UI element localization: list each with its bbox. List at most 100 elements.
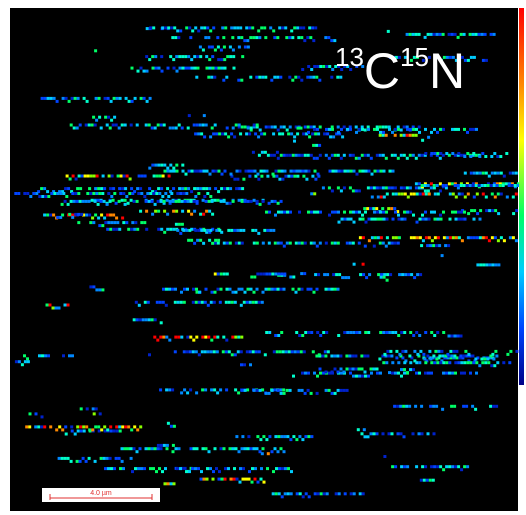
pixel xyxy=(419,218,422,221)
pixel xyxy=(430,152,433,155)
pixel xyxy=(391,154,394,157)
pixel xyxy=(205,200,208,203)
pixel xyxy=(290,470,293,473)
pixel xyxy=(226,55,229,58)
pixel xyxy=(463,155,466,158)
pixel xyxy=(488,209,491,212)
pixel xyxy=(462,405,465,408)
pixel xyxy=(85,214,88,217)
pixel xyxy=(112,187,115,190)
pixel xyxy=(205,55,208,58)
pixel xyxy=(303,39,306,42)
pixel xyxy=(215,170,218,173)
pixel xyxy=(239,132,242,135)
pixel xyxy=(433,361,436,364)
pixel xyxy=(157,210,160,213)
pixel xyxy=(164,26,167,29)
pixel xyxy=(253,291,256,294)
pixel xyxy=(82,200,85,203)
pixel xyxy=(199,124,202,127)
pixel xyxy=(92,407,95,410)
pixel xyxy=(149,97,152,100)
pixel xyxy=(245,26,248,29)
pixel xyxy=(61,203,64,206)
pixel xyxy=(347,170,350,173)
pixel xyxy=(208,46,211,49)
pixel xyxy=(469,128,472,131)
pixel xyxy=(415,182,418,185)
pixel xyxy=(260,175,263,178)
pixel xyxy=(110,195,113,198)
pixel xyxy=(175,210,178,213)
pixel xyxy=(259,203,262,206)
pixel xyxy=(221,67,224,70)
pixel xyxy=(76,187,79,190)
pixel xyxy=(415,157,418,160)
pixel xyxy=(244,291,247,294)
pixel xyxy=(394,186,397,189)
pixel xyxy=(112,124,115,127)
pixel xyxy=(442,468,445,471)
pixel xyxy=(475,372,478,375)
pixel xyxy=(280,242,283,245)
pixel xyxy=(88,214,91,217)
pixel xyxy=(301,438,304,441)
pixel xyxy=(238,242,241,245)
pixel xyxy=(71,354,74,357)
pixel xyxy=(220,187,223,190)
pixel xyxy=(382,211,385,214)
pixel xyxy=(485,236,488,239)
pixel xyxy=(194,170,197,173)
pixel xyxy=(450,405,453,408)
pixel xyxy=(44,97,47,100)
pixel xyxy=(180,291,183,294)
pixel xyxy=(250,276,253,279)
pixel xyxy=(213,350,216,353)
pixel xyxy=(148,318,151,321)
pixel xyxy=(101,224,104,227)
pixel xyxy=(240,304,243,307)
pixel xyxy=(322,186,325,189)
pixel xyxy=(75,178,78,181)
pixel xyxy=(427,189,430,192)
pixel xyxy=(361,368,364,371)
pixel xyxy=(119,192,122,195)
pixel xyxy=(334,242,337,245)
pixel xyxy=(349,211,352,214)
pixel xyxy=(259,273,262,276)
pixel xyxy=(137,192,140,195)
pixel xyxy=(460,372,463,375)
pixel xyxy=(350,170,353,173)
pixel xyxy=(94,124,97,127)
pixel xyxy=(343,211,346,214)
pixel xyxy=(61,457,64,460)
pixel xyxy=(126,175,129,178)
pixel xyxy=(243,39,246,42)
pixel xyxy=(194,195,197,198)
pixel xyxy=(207,336,210,339)
pixel xyxy=(500,193,503,196)
pixel xyxy=(394,465,397,468)
pixel xyxy=(295,438,298,441)
pixel xyxy=(216,336,219,339)
pixel xyxy=(294,350,297,353)
pixel xyxy=(62,354,65,357)
pixel xyxy=(473,209,476,212)
pixel xyxy=(237,36,240,39)
pixel xyxy=(362,263,365,266)
pixel xyxy=(278,170,281,173)
pixel xyxy=(325,65,328,68)
pixel xyxy=(213,76,216,79)
pixel xyxy=(349,372,352,375)
pixel xyxy=(391,432,394,435)
pixel xyxy=(310,192,313,195)
pixel xyxy=(502,184,505,187)
pixel xyxy=(273,154,276,157)
pixel xyxy=(328,128,331,131)
pixel xyxy=(404,273,407,276)
pixel xyxy=(363,428,366,431)
pixel xyxy=(307,288,310,291)
pixel xyxy=(341,170,344,173)
pixel xyxy=(127,425,130,428)
pixel xyxy=(193,447,196,450)
